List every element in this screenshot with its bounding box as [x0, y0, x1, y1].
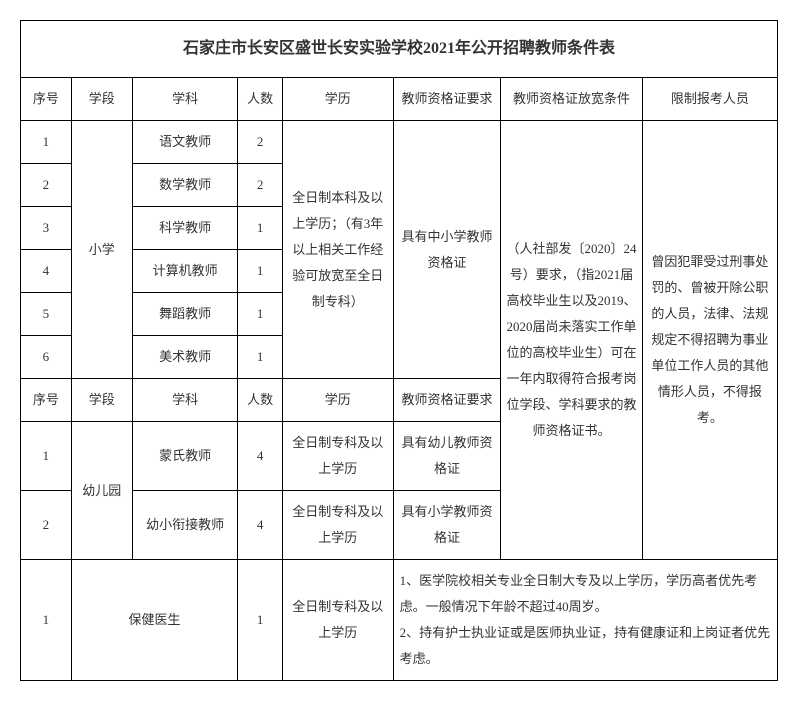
- cell-count: 1: [238, 336, 282, 379]
- cell-restrict: 曾因犯罪受过刑事处罚的、曾被开除公职的人员，法律、法规规定不得招聘为事业单位工作…: [642, 121, 777, 560]
- cell-seq: 6: [21, 336, 72, 379]
- cell-count: 4: [238, 422, 282, 491]
- cell-seq: 5: [21, 293, 72, 336]
- header-edu: 学历: [282, 78, 393, 121]
- cell-seq: 1: [21, 121, 72, 164]
- cell-seq: 3: [21, 207, 72, 250]
- cell-edu: 全日制专科及以上学历: [282, 491, 393, 560]
- cell-seq: 1: [21, 422, 72, 491]
- cell-count: 1: [238, 560, 282, 681]
- cell-certreq: 具有幼儿教师资格证: [393, 422, 501, 491]
- cell-certrelax: （人社部发〔2020〕24号）要求，（指2021届高校毕业生以及2019、202…: [501, 121, 642, 560]
- header-count: 人数: [238, 78, 282, 121]
- cell-subject-doctor: 保健医生: [71, 560, 238, 681]
- header-seq: 序号: [21, 379, 72, 422]
- cell-seq: 2: [21, 491, 72, 560]
- header-row-1: 序号 学段 学科 人数 学历 教师资格证要求 教师资格证放宽条件 限制报考人员: [21, 78, 778, 121]
- header-count: 人数: [238, 379, 282, 422]
- cell-edu: 全日制专科及以上学历: [282, 560, 393, 681]
- header-certrelax: 教师资格证放宽条件: [501, 78, 642, 121]
- header-subject: 学科: [132, 379, 238, 422]
- table-title-row: 石家庄市长安区盛世长安实验学校2021年公开招聘教师条件表: [21, 21, 778, 78]
- cell-certreq: 具有小学教师资格证: [393, 491, 501, 560]
- header-certreq: 教师资格证要求: [393, 78, 501, 121]
- cell-seq: 1: [21, 560, 72, 681]
- cell-count: 4: [238, 491, 282, 560]
- cell-edu-primary: 全日制本科及以上学历；（有3年以上相关工作经验可放宽至全日制专科）: [282, 121, 393, 379]
- cell-subject: 蒙氏教师: [132, 422, 238, 491]
- header-stage: 学段: [71, 379, 132, 422]
- cell-doctor-req: 1、医学院校相关专业全日制大专及以上学历，学历高者优先考虑。一般情况下年龄不超过…: [393, 560, 777, 681]
- header-certreq: 教师资格证要求: [393, 379, 501, 422]
- recruitment-table: 石家庄市长安区盛世长安实验学校2021年公开招聘教师条件表 序号 学段 学科 人…: [20, 20, 778, 681]
- cell-stage-kinder: 幼儿园: [71, 422, 132, 560]
- cell-edu: 全日制专科及以上学历: [282, 422, 393, 491]
- table-row: 1 小学 语文教师 2 全日制本科及以上学历；（有3年以上相关工作经验可放宽至全…: [21, 121, 778, 164]
- cell-count: 1: [238, 207, 282, 250]
- cell-subject: 幼小衔接教师: [132, 491, 238, 560]
- header-edu: 学历: [282, 379, 393, 422]
- cell-subject: 科学教师: [132, 207, 238, 250]
- cell-stage-primary: 小学: [71, 121, 132, 379]
- header-subject: 学科: [132, 78, 238, 121]
- header-stage: 学段: [71, 78, 132, 121]
- cell-seq: 2: [21, 164, 72, 207]
- table-row-doctor: 1 保健医生 1 全日制专科及以上学历 1、医学院校相关专业全日制大专及以上学历…: [21, 560, 778, 681]
- cell-certreq-primary: 具有中小学教师资格证: [393, 121, 501, 379]
- cell-count: 1: [238, 293, 282, 336]
- cell-subject: 美术教师: [132, 336, 238, 379]
- cell-subject: 语文教师: [132, 121, 238, 164]
- cell-subject: 计算机教师: [132, 250, 238, 293]
- cell-subject: 数学教师: [132, 164, 238, 207]
- cell-count: 1: [238, 250, 282, 293]
- cell-subject: 舞蹈教师: [132, 293, 238, 336]
- cell-count: 2: [238, 121, 282, 164]
- cell-seq: 4: [21, 250, 72, 293]
- header-seq: 序号: [21, 78, 72, 121]
- table-title: 石家庄市长安区盛世长安实验学校2021年公开招聘教师条件表: [21, 21, 778, 78]
- cell-count: 2: [238, 164, 282, 207]
- header-restrict: 限制报考人员: [642, 78, 777, 121]
